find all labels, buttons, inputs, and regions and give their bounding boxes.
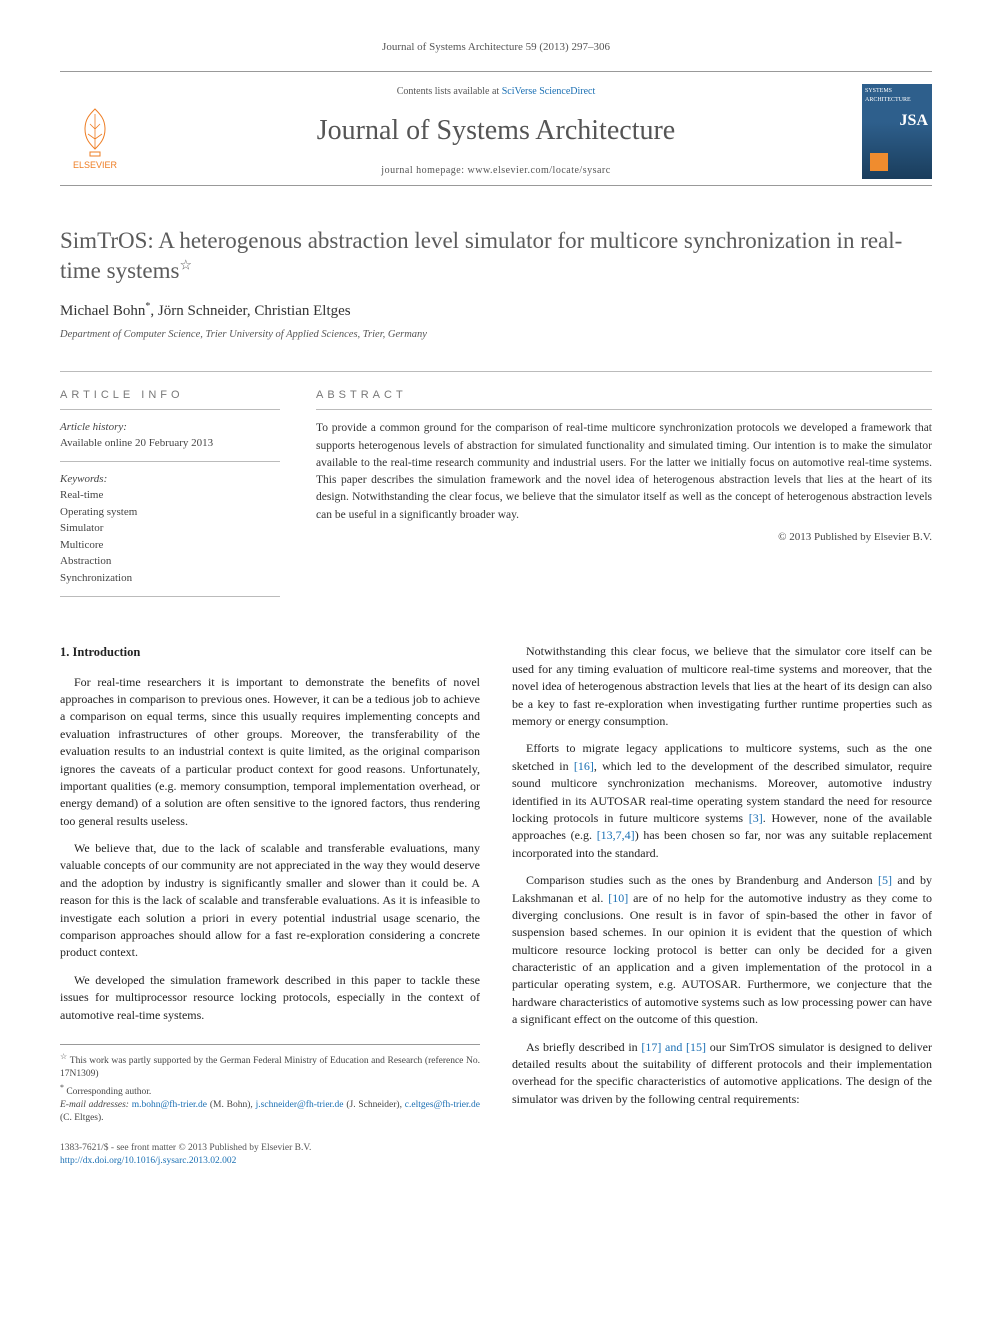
- elsevier-logo: ELSEVIER: [60, 92, 130, 172]
- article-title: SimTrOS: A heterogenous abstraction leve…: [60, 226, 932, 286]
- keyword-item: Synchronization: [60, 570, 280, 587]
- journal-masthead: ELSEVIER Contents lists available at Sci…: [60, 71, 932, 186]
- body-paragraph: For real-time researchers it is importan…: [60, 674, 480, 831]
- ref-link[interactable]: [16]: [574, 759, 594, 773]
- body-paragraph: Comparison studies such as the ones by B…: [512, 872, 932, 1029]
- email-who: (J. Schneider),: [344, 1100, 405, 1110]
- abstract-heading: ABSTRACT: [316, 388, 932, 410]
- right-column: Notwithstanding this clear focus, we bel…: [512, 643, 932, 1168]
- front-matter-line: 1383-7621/$ - see front matter © 2013 Pu…: [60, 1142, 480, 1155]
- keywords-list: Real-time Operating system Simulator Mul…: [60, 487, 280, 586]
- email-link[interactable]: j.schneider@fh-trier.de: [256, 1100, 344, 1110]
- funding-footnote: ☆ This work was partly supported by the …: [60, 1051, 480, 1082]
- ref-link[interactable]: [17] and [15]: [641, 1040, 706, 1054]
- sciencedirect-link[interactable]: SciVerse ScienceDirect: [502, 86, 596, 97]
- affiliation: Department of Computer Science, Trier Un…: [60, 328, 932, 343]
- abstract-copyright: © 2013 Published by Elsevier B.V.: [316, 530, 932, 545]
- section-title: Introduction: [73, 645, 141, 659]
- email-link[interactable]: m.bohn@fh-trier.de: [132, 1100, 207, 1110]
- citation-line: Journal of Systems Architecture 59 (2013…: [60, 40, 932, 55]
- email-footnote: E-mail addresses: m.bohn@fh-trier.de (M.…: [60, 1099, 480, 1126]
- ref-link[interactable]: [10]: [608, 891, 628, 905]
- abstract-text: To provide a common ground for the compa…: [316, 420, 932, 524]
- keyword-item: Abstraction: [60, 553, 280, 570]
- journal-cover-thumbnail: SYSTEMS ARCHITECTURE JSA: [862, 84, 932, 179]
- article-history-block: Article history: Available online 20 Feb…: [60, 420, 280, 462]
- journal-title: Journal of Systems Architecture: [130, 111, 862, 150]
- corresponding-footnote: * Corresponding author.: [60, 1082, 480, 1099]
- authors: Michael Bohn*, Jörn Schneider, Christian…: [60, 300, 932, 322]
- keyword-item: Real-time: [60, 487, 280, 504]
- email-who: (M. Bohn),: [207, 1100, 256, 1110]
- article-info-heading: ARTICLE INFO: [60, 388, 280, 410]
- info-abstract-section: ARTICLE INFO Article history: Available …: [60, 371, 932, 608]
- footnotes: ☆ This work was partly supported by the …: [60, 1044, 480, 1126]
- keyword-item: Operating system: [60, 504, 280, 521]
- funding-text: This work was partly supported by the Ge…: [60, 1056, 480, 1079]
- section-number: 1.: [60, 645, 69, 659]
- email-who: (C. Eltges).: [60, 1113, 104, 1123]
- keyword-item: Simulator: [60, 520, 280, 537]
- email-label: E-mail addresses:: [60, 1100, 132, 1110]
- history-value: Available online 20 February 2013: [60, 436, 280, 451]
- journal-homepage: journal homepage: www.elsevier.com/locat…: [130, 164, 862, 178]
- elsevier-tree-icon: [70, 104, 120, 159]
- elsevier-logo-text: ELSEVIER: [73, 159, 117, 172]
- body-two-columns: 1. Introduction For real-time researcher…: [60, 643, 932, 1168]
- ref-link[interactable]: [5]: [878, 873, 892, 887]
- body-paragraph: As briefly described in [17] and [15] ou…: [512, 1039, 932, 1109]
- authors-rest: , Jörn Schneider, Christian Eltges: [150, 303, 350, 319]
- abstract: ABSTRACT To provide a common ground for …: [316, 388, 932, 608]
- doi-link[interactable]: http://dx.doi.org/10.1016/j.sysarc.2013.…: [60, 1156, 236, 1166]
- para-text: are of no help for the automotive indust…: [512, 891, 932, 1027]
- email-link[interactable]: c.eltges@fh-trier.de: [405, 1100, 480, 1110]
- body-paragraph: We developed the simulation framework de…: [60, 972, 480, 1024]
- title-footnote-marker: ☆: [179, 259, 192, 274]
- article-info: ARTICLE INFO Article history: Available …: [60, 388, 280, 608]
- ref-link[interactable]: [3]: [749, 811, 763, 825]
- para-text: Comparison studies such as the ones by B…: [526, 873, 878, 887]
- body-paragraph: Efforts to migrate legacy applications t…: [512, 740, 932, 862]
- contents-prefix: Contents lists available at: [397, 86, 502, 97]
- author-1: Michael Bohn: [60, 303, 145, 319]
- left-column: 1. Introduction For real-time researcher…: [60, 643, 480, 1168]
- corr-text: Corresponding author.: [64, 1087, 151, 1097]
- contents-line: Contents lists available at SciVerse Sci…: [130, 85, 862, 99]
- article-title-text: SimTrOS: A heterogenous abstraction leve…: [60, 228, 902, 283]
- footer-meta: 1383-7621/$ - see front matter © 2013 Pu…: [60, 1142, 480, 1169]
- masthead-center: Contents lists available at SciVerse Sci…: [130, 85, 862, 178]
- cover-accent-icon: [870, 153, 888, 171]
- history-label: Article history:: [60, 420, 280, 435]
- section-heading: 1. Introduction: [60, 643, 480, 661]
- keywords-label: Keywords:: [60, 472, 280, 487]
- cover-abbrev: JSA: [900, 110, 928, 132]
- cover-small-text: SYSTEMS ARCHITECTURE: [865, 87, 929, 104]
- ref-link[interactable]: [13,7,4]: [597, 828, 635, 842]
- body-paragraph: Notwithstanding this clear focus, we bel…: [512, 643, 932, 730]
- body-paragraph: We believe that, due to the lack of scal…: [60, 840, 480, 962]
- para-text: As briefly described in: [526, 1040, 641, 1054]
- keyword-item: Multicore: [60, 537, 280, 554]
- keywords-block: Keywords: Real-time Operating system Sim…: [60, 472, 280, 597]
